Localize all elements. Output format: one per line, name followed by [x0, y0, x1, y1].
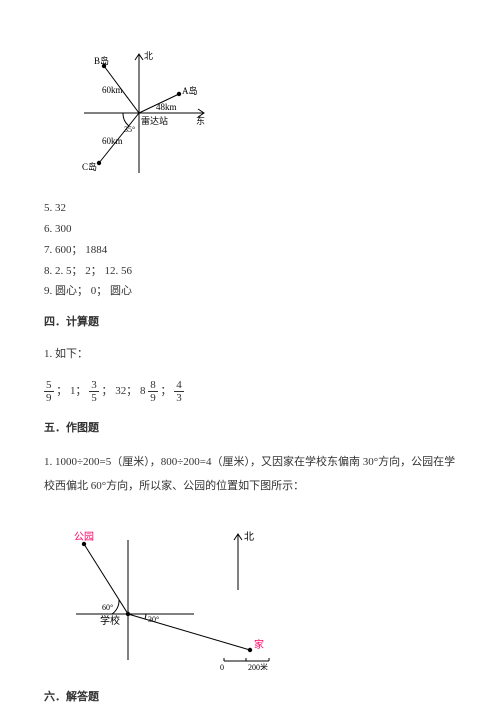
d2-park: 公园 [74, 531, 94, 543]
a-dist: 48km [156, 102, 177, 112]
section5-text: 1. 1000÷200=5（厘米），800÷200=4（厘米），又因家在学校东偏… [44, 450, 456, 498]
c-dist: 60km [102, 136, 123, 146]
d2-north: 北 [244, 531, 254, 543]
answer-5: 5. 32 [44, 198, 456, 219]
section4-fractions: 59 ； 1； 35 ； 32； 8 89 ； 43 [44, 379, 456, 404]
answer-7: 7. 600； 1884 [44, 240, 456, 261]
answer-9: 9. 圆心； 0； 圆心 [44, 281, 456, 302]
d2-scale: 200米 [248, 662, 268, 670]
d2-home: 家 [254, 638, 264, 651]
b-dist: 60km [102, 85, 123, 95]
c-angle: 35° [124, 125, 135, 134]
east-label: 东 [196, 115, 205, 126]
answer-6: 6. 300 [44, 219, 456, 240]
c-island-label: C岛 [82, 161, 97, 172]
b-island-label: B岛 [94, 55, 109, 66]
d2-school: 学校 [100, 614, 120, 627]
answer-8: 8. 2. 5； 2； 12. 56 [44, 261, 456, 282]
section4-heading: 四．计算题 [44, 312, 456, 333]
a-island-label: A岛 [182, 85, 198, 96]
north-label: 北 [144, 51, 153, 61]
station-label: 雷达站 [141, 115, 168, 126]
d2-angle30: 30° [148, 615, 159, 624]
section5-heading: 五．作图题 [44, 418, 456, 439]
answers-block: 5. 32 6. 300 7. 600； 1884 8. 2. 5； 2； 12… [44, 198, 456, 302]
radar-diagram: 北 东 雷达站 B岛 60km A岛 48km C岛 60km 35° [44, 48, 456, 186]
section4-line1: 1. 如下： [44, 344, 456, 365]
section6-heading: 六．解答题 [44, 687, 456, 708]
d2-zero: 0 [220, 663, 224, 670]
d2-angle60: 60° [102, 603, 113, 612]
school-diagram: 北 学校 公园 家 60° 30° 0 200米 [44, 510, 456, 678]
